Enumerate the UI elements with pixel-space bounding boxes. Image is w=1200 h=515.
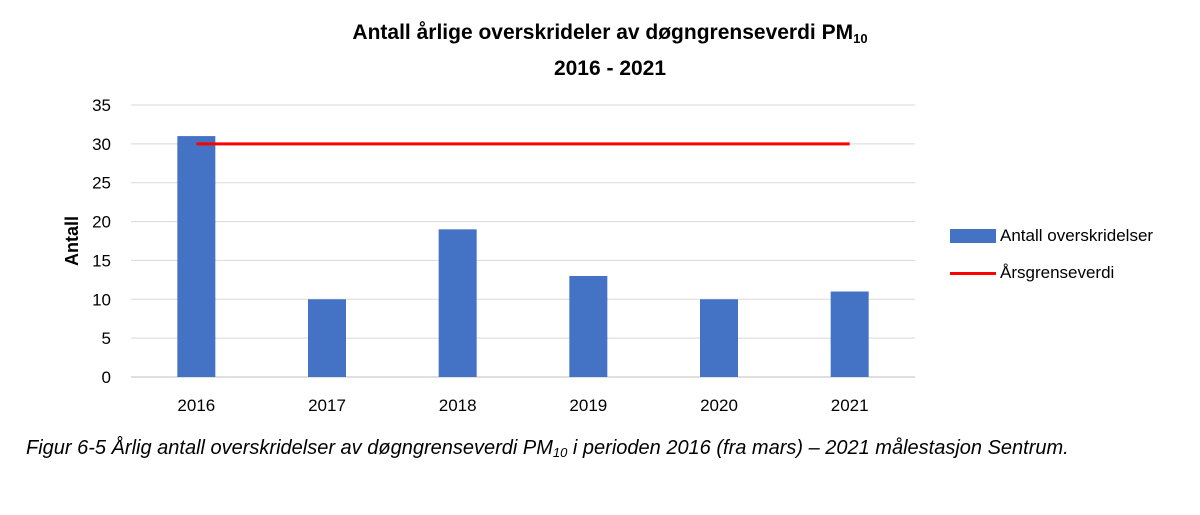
- chart-title: Antall årlige overskrideler av døgngrens…: [0, 18, 1200, 84]
- x-tick-label-2020: 2020: [700, 396, 738, 415]
- bar-2019: [569, 275, 608, 377]
- y-tick-label-0: 0: [102, 368, 111, 387]
- caption-part1: Figur 6-5 Årlig antall overskridelser av…: [26, 437, 553, 459]
- x-tick-labels: 2016 2017 2018 2019 2020 2021: [177, 396, 868, 415]
- x-tick-label-2016: 2016: [177, 396, 215, 415]
- y-tick-label-35: 35: [92, 96, 111, 115]
- x-tick-label-2018: 2018: [439, 396, 477, 415]
- y-tick-label-20: 20: [92, 213, 111, 232]
- gridlines: [131, 104, 915, 378]
- bar-2021: [830, 291, 869, 377]
- legend-bar-swatch: [950, 229, 996, 243]
- x-tick-label-2017: 2017: [308, 396, 346, 415]
- y-tick-labels: 0 5 10 15 20 25 30 35: [92, 96, 111, 387]
- x-tick-label-2019: 2019: [569, 396, 607, 415]
- bar-series: [177, 136, 869, 377]
- y-tick-label-15: 15: [92, 251, 111, 270]
- caption-part2: i perioden 2016 (fra mars) – 2021 målest…: [567, 437, 1069, 459]
- legend-item-bars: Antall overskridelser: [950, 226, 1153, 246]
- legend-line-label: Årsgrenseverdi: [1000, 263, 1115, 282]
- y-tick-label-25: 25: [92, 174, 111, 193]
- bar-2018: [438, 229, 477, 377]
- bar-2017: [308, 299, 346, 377]
- bar-2020: [700, 299, 738, 377]
- chart-title-years: 2016 - 2021: [553, 57, 667, 80]
- y-axis-label: Antall: [62, 216, 82, 266]
- bar-2016: [177, 136, 216, 377]
- chart-title-main: Antall årlige overskrideler av døgngrens…: [352, 21, 854, 44]
- y-tick-label-10: 10: [92, 290, 111, 309]
- legend-item-line: Årsgrenseverdi: [950, 263, 1114, 283]
- legend-line-swatch: [950, 271, 996, 275]
- legend-bar-label: Antall overskridelser: [1000, 226, 1154, 245]
- chart-title-subscript: 10: [853, 31, 868, 46]
- figure-caption: Figur 6-5 Årlig antall overskridelser av…: [26, 434, 1176, 467]
- caption-subscript: 10: [552, 445, 568, 460]
- x-tick-label-2021: 2021: [831, 396, 869, 415]
- y-tick-label-30: 30: [92, 135, 111, 154]
- y-tick-label-5: 5: [102, 329, 111, 348]
